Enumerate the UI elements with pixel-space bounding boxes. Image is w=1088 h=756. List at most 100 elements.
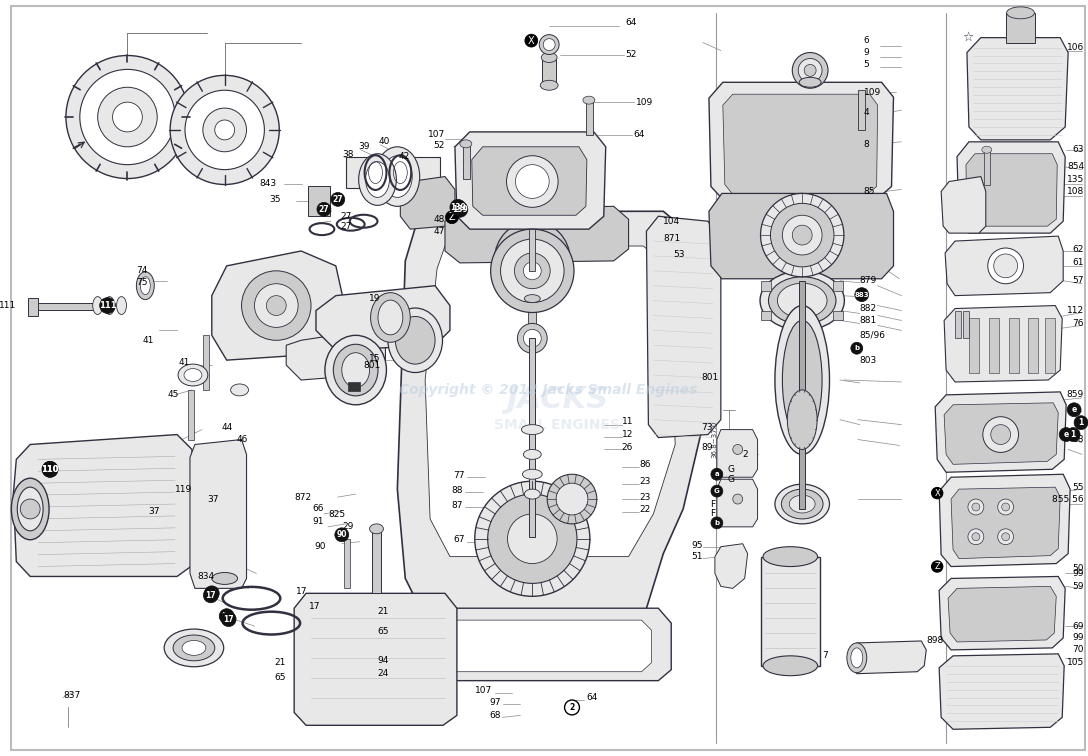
- Ellipse shape: [370, 524, 383, 534]
- Polygon shape: [316, 286, 450, 350]
- Text: 12: 12: [621, 430, 633, 439]
- Text: 65: 65: [274, 673, 286, 682]
- Circle shape: [450, 200, 466, 215]
- Text: X: X: [528, 36, 534, 45]
- Text: 45: 45: [168, 390, 178, 399]
- Text: 64: 64: [626, 18, 636, 27]
- Text: F: F: [709, 500, 715, 509]
- Bar: [1009, 318, 1018, 373]
- Circle shape: [335, 528, 349, 542]
- Text: 52: 52: [434, 141, 445, 150]
- Text: 37: 37: [149, 507, 160, 516]
- Text: 63: 63: [1073, 145, 1084, 154]
- Circle shape: [66, 55, 189, 178]
- Text: e: e: [1064, 430, 1068, 439]
- Text: 17: 17: [206, 591, 217, 600]
- Polygon shape: [951, 487, 1060, 559]
- Text: 47: 47: [434, 227, 445, 236]
- Circle shape: [185, 90, 264, 169]
- Bar: [984, 150, 990, 184]
- Text: 881: 881: [860, 316, 877, 325]
- Ellipse shape: [524, 295, 541, 302]
- Text: 41: 41: [143, 336, 153, 345]
- Ellipse shape: [782, 321, 823, 439]
- Text: 99: 99: [1073, 569, 1084, 578]
- Text: 94: 94: [378, 656, 388, 665]
- Circle shape: [732, 445, 743, 454]
- Ellipse shape: [383, 156, 412, 197]
- Polygon shape: [212, 251, 346, 360]
- Circle shape: [100, 298, 115, 314]
- Text: 843: 843: [259, 179, 276, 188]
- Ellipse shape: [333, 344, 378, 396]
- Text: b: b: [715, 520, 719, 526]
- Circle shape: [203, 588, 219, 603]
- Circle shape: [1067, 403, 1081, 417]
- Circle shape: [487, 494, 577, 584]
- Polygon shape: [717, 479, 757, 527]
- Text: 65: 65: [376, 627, 388, 636]
- Text: 879: 879: [860, 276, 877, 285]
- Circle shape: [792, 225, 812, 245]
- Circle shape: [170, 76, 280, 184]
- Ellipse shape: [775, 484, 829, 524]
- Polygon shape: [425, 620, 652, 672]
- Polygon shape: [709, 82, 893, 200]
- Circle shape: [988, 248, 1024, 284]
- Circle shape: [998, 529, 1014, 545]
- Polygon shape: [646, 216, 721, 438]
- Circle shape: [205, 586, 220, 601]
- Bar: [188, 390, 194, 439]
- Circle shape: [556, 483, 588, 515]
- Polygon shape: [28, 298, 38, 317]
- Text: 6: 6: [864, 36, 869, 45]
- Text: 898: 898: [926, 637, 943, 646]
- Bar: [462, 144, 470, 178]
- Text: 872: 872: [294, 493, 311, 501]
- Bar: [530, 229, 535, 271]
- Text: 27: 27: [341, 212, 353, 221]
- Circle shape: [214, 120, 235, 140]
- Ellipse shape: [371, 293, 410, 342]
- Circle shape: [799, 58, 823, 82]
- Circle shape: [220, 609, 234, 624]
- Ellipse shape: [524, 489, 541, 499]
- Text: 854: 854: [1067, 162, 1084, 171]
- Text: 105: 105: [1066, 658, 1084, 668]
- Ellipse shape: [541, 80, 558, 90]
- Bar: [372, 529, 382, 593]
- Bar: [762, 280, 771, 290]
- Bar: [800, 280, 805, 509]
- Text: 112: 112: [1067, 306, 1084, 315]
- Ellipse shape: [17, 487, 44, 531]
- Polygon shape: [945, 236, 1063, 296]
- Polygon shape: [472, 147, 586, 215]
- Text: 68: 68: [489, 711, 500, 720]
- Polygon shape: [966, 153, 1058, 226]
- Ellipse shape: [789, 495, 815, 513]
- Text: 2: 2: [569, 703, 574, 712]
- Text: 91: 91: [312, 517, 324, 526]
- Text: 883: 883: [854, 292, 869, 298]
- Text: Copyright © 2012 Jacks Small Engines: Copyright © 2012 Jacks Small Engines: [399, 383, 697, 397]
- Circle shape: [543, 39, 555, 51]
- Ellipse shape: [395, 317, 435, 364]
- Text: SMALL ENGINES: SMALL ENGINES: [494, 417, 620, 432]
- Circle shape: [710, 517, 722, 529]
- Polygon shape: [190, 439, 247, 588]
- Text: 44: 44: [222, 423, 233, 432]
- Bar: [28, 302, 108, 309]
- Polygon shape: [941, 177, 986, 233]
- Ellipse shape: [140, 277, 150, 295]
- Circle shape: [1066, 428, 1080, 442]
- Circle shape: [851, 342, 863, 354]
- Circle shape: [991, 425, 1011, 445]
- Text: 801: 801: [363, 361, 381, 370]
- Text: 21: 21: [275, 658, 286, 668]
- Text: 95: 95: [692, 541, 703, 550]
- Circle shape: [474, 482, 590, 596]
- Ellipse shape: [763, 547, 817, 566]
- Text: 109: 109: [864, 88, 881, 97]
- Text: 837: 837: [63, 691, 81, 700]
- Text: 37: 37: [207, 494, 219, 503]
